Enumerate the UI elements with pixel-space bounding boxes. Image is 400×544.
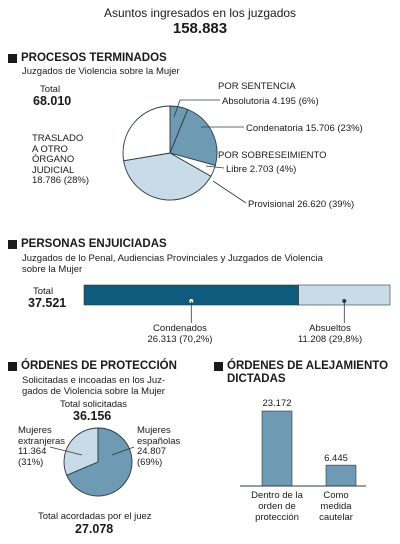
total-acordadas-label: Total acordadas por el juez (38, 511, 152, 522)
total-solicitadas-value: 36.156 (73, 409, 112, 423)
alejamiento-bar-chart (240, 410, 366, 487)
procesos-total-label: Total (40, 84, 61, 95)
total-solicitadas-label: Total solicitadas (60, 399, 128, 410)
absueltos-value: 11.208 (29,8%) (297, 334, 363, 345)
personas-total-value: 37.521 (28, 296, 67, 310)
procesos-leader-lines (173, 99, 247, 204)
libre-label: Libre 2.703 (4%) (226, 164, 297, 175)
bar2-value-label: 6.445 (324, 453, 348, 464)
personas-total-label: Total (33, 286, 54, 297)
pie-slice-condenatoria (169, 108, 218, 166)
section-square-icon (8, 53, 17, 63)
procesos-section-title: PROCESOS TERMINADOS (8, 52, 167, 64)
personas-section-title: PERSONAS ENJUICIADAS (8, 238, 167, 250)
personas-subtitle: Juzgados de lo Penal, Audiencias Provinc… (22, 253, 323, 275)
pie-slice-espanolas (66, 427, 133, 497)
total-acordadas-value: 27.078 (75, 522, 114, 536)
pie-leader-line (111, 446, 135, 456)
ordenes-subtitle: Solicitadas e incoadas en los Juz- gados… (22, 375, 166, 397)
group-sentencia-label: POR SENTENCIA (218, 81, 296, 92)
provisional-label: Provisional 26.620 (39%) (248, 199, 355, 210)
pie-slice-extranjeras (63, 427, 99, 476)
condenados-label: Condenados (153, 323, 207, 334)
section-square-icon (214, 362, 223, 371)
pie-slice-traslado (122, 105, 171, 162)
main-total: 158.883 (172, 20, 228, 37)
ordenes-section-title: ÓRDENES DE PROTECCIÓN (8, 360, 177, 372)
group-sobreseimiento-label: POR SOBRESEIMIENTO (218, 150, 327, 161)
condenados-value: 26.313 (70,2%) (147, 334, 213, 345)
pie-leader-line (49, 446, 83, 456)
personas-stacked-bar (83, 284, 391, 323)
bar2-category-label: Como medida cautelar (319, 490, 353, 523)
bar-dentro-orden (261, 410, 293, 487)
procesos-total-value: 68.010 (33, 94, 72, 108)
bar1-value-label: 23.172 (262, 398, 292, 409)
section-square-icon (8, 361, 17, 371)
extranjeras-label: Mujeres extranjeras 11.364 (31%) (18, 425, 65, 468)
ordenes-pie-chart (49, 427, 135, 497)
main-title: Asuntos ingresados en los juzgados (103, 6, 297, 20)
procesos-subtitle: Juzgados de Violencia sobre la Mujer (22, 66, 180, 77)
bar-medida-cautelar (325, 464, 357, 487)
absolutoria-label: Absolutoria 4.195 (6%) (222, 96, 319, 107)
pie-slice-provisional (123, 152, 212, 201)
procesos-pie-chart (122, 105, 218, 201)
condenatoria-label: Condenatoria 15.706 (23%) (246, 123, 363, 134)
bar1-category-label: Dentro de la orden de protección (251, 490, 303, 523)
section-square-icon (8, 239, 17, 249)
traslado-label: TRASLADO A OTRO ÓRGANO JUDICIAL 18.786 (… (32, 133, 90, 186)
alejamiento-section-title: ÓRDENES DE ALEJAMIENTO DICTADAS (214, 360, 388, 386)
absueltos-label: Absueltos (309, 323, 351, 334)
espanolas-label: Mujeres españolas 24.807 (69%) (137, 425, 181, 468)
